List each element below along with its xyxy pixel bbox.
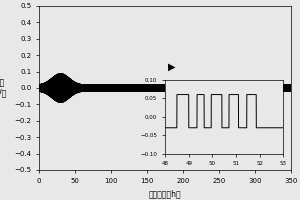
- Text: ▶: ▶: [169, 62, 176, 72]
- Y-axis label: 电压
（V）: 电压 （V）: [0, 78, 8, 98]
- X-axis label: 循環时间（h）: 循環时间（h）: [149, 189, 181, 198]
